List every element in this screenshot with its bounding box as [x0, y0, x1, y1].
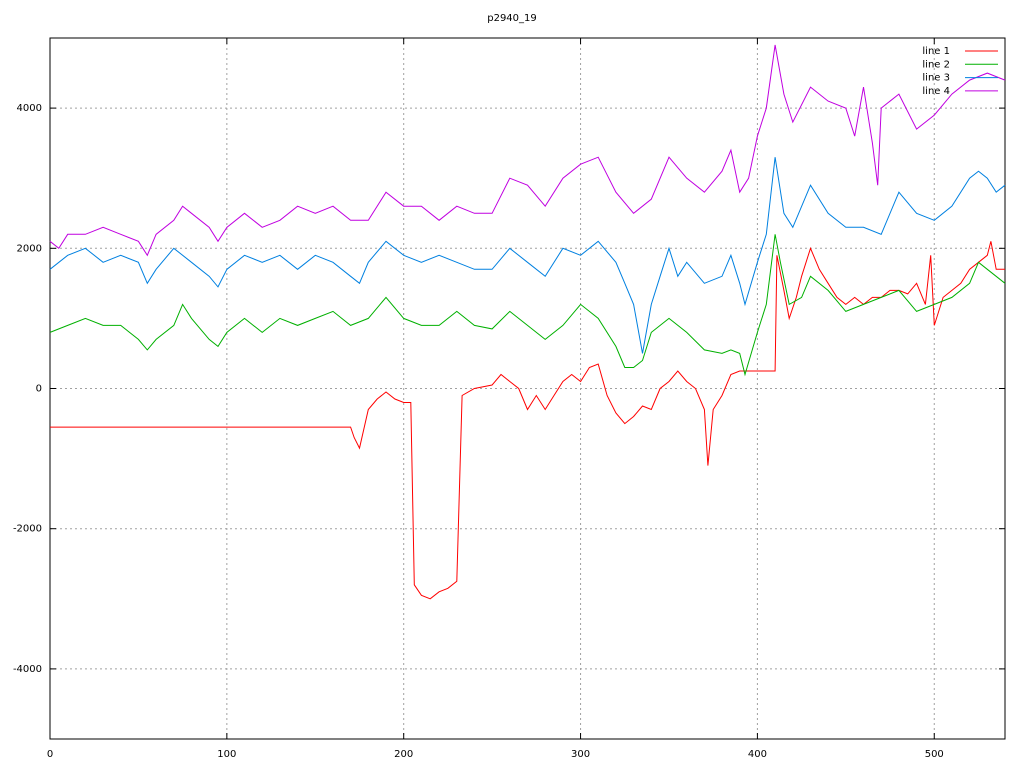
plot-frame — [49, 37, 1006, 740]
legend-label: line 1 — [922, 46, 950, 57]
series-line — [49, 157, 1006, 354]
y-tick-label: 0 — [36, 384, 42, 395]
x-tick-label: 200 — [394, 749, 413, 760]
x-tick-label: 500 — [925, 749, 944, 760]
y-tick-label: -2000 — [13, 524, 42, 535]
series-line — [49, 234, 1006, 377]
x-tick-label: 400 — [748, 749, 767, 760]
y-tick-label: 2000 — [17, 243, 42, 254]
x-tick-label: 0 — [47, 749, 53, 760]
y-tick-label: 4000 — [17, 103, 42, 114]
series-line — [49, 44, 1006, 257]
x-tick-label: 100 — [217, 749, 236, 760]
series-line — [50, 241, 1005, 600]
legend-label: line 4 — [922, 86, 950, 97]
y-tick-label: -4000 — [13, 664, 42, 675]
x-tick-label: 300 — [571, 749, 590, 760]
legend-label: line 2 — [922, 59, 950, 70]
chart-title: p2940_19 — [487, 13, 537, 24]
legend-label: line 3 — [922, 73, 950, 84]
